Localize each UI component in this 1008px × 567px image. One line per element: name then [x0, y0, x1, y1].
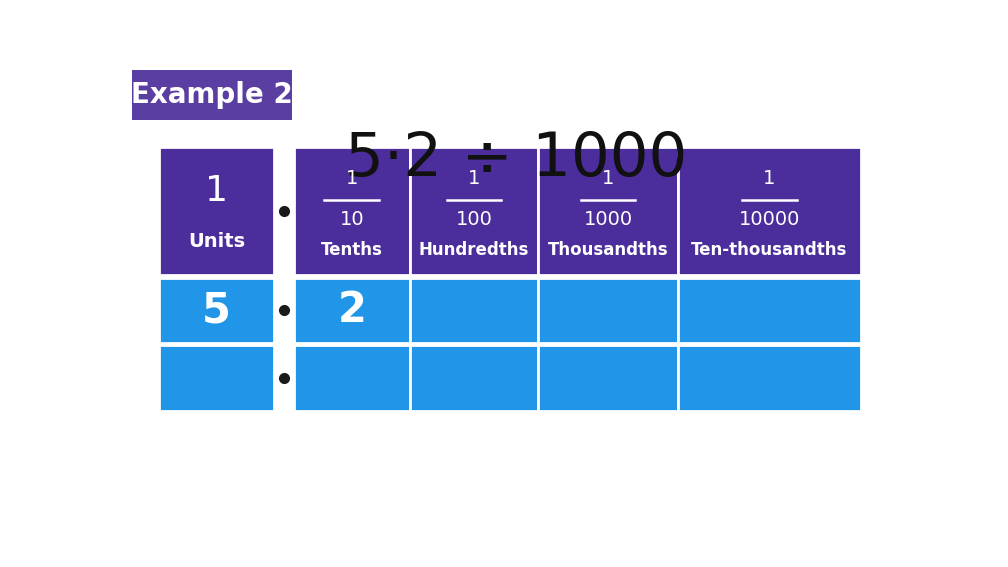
FancyBboxPatch shape — [159, 278, 274, 343]
Text: 1: 1 — [763, 169, 775, 188]
FancyBboxPatch shape — [294, 345, 409, 411]
FancyBboxPatch shape — [538, 278, 677, 343]
Text: 10: 10 — [340, 210, 364, 229]
Text: 1: 1 — [468, 169, 480, 188]
FancyBboxPatch shape — [159, 345, 274, 411]
Text: Tenths: Tenths — [321, 242, 383, 259]
Text: 1: 1 — [602, 169, 614, 188]
FancyBboxPatch shape — [677, 345, 861, 411]
Text: Example 2: Example 2 — [131, 81, 293, 109]
Text: 1: 1 — [205, 175, 228, 209]
Text: 5: 5 — [203, 289, 231, 331]
FancyBboxPatch shape — [294, 147, 409, 276]
Text: 5·2 ÷ 1000: 5·2 ÷ 1000 — [346, 130, 687, 189]
Text: Units: Units — [188, 232, 245, 251]
FancyBboxPatch shape — [538, 345, 677, 411]
Text: 2: 2 — [338, 289, 366, 331]
Text: Ten-thousandths: Ten-thousandths — [691, 242, 848, 259]
Text: Thousandths: Thousandths — [547, 242, 668, 259]
FancyBboxPatch shape — [677, 147, 861, 276]
Text: 10000: 10000 — [739, 210, 800, 229]
Text: 1: 1 — [346, 169, 358, 188]
Text: 1000: 1000 — [584, 210, 633, 229]
FancyBboxPatch shape — [538, 147, 677, 276]
Text: Hundredths: Hundredths — [419, 242, 529, 259]
FancyBboxPatch shape — [409, 345, 538, 411]
FancyBboxPatch shape — [132, 70, 292, 120]
FancyBboxPatch shape — [294, 278, 409, 343]
Text: 100: 100 — [456, 210, 493, 229]
FancyBboxPatch shape — [677, 278, 861, 343]
FancyBboxPatch shape — [409, 278, 538, 343]
FancyBboxPatch shape — [409, 147, 538, 276]
FancyBboxPatch shape — [159, 147, 274, 276]
